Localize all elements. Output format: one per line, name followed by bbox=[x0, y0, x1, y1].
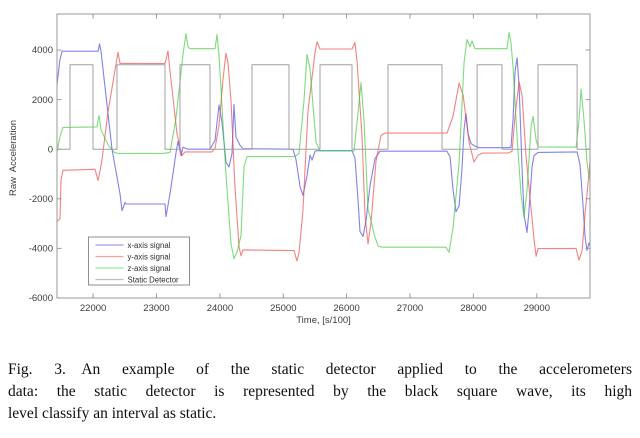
legend-label: y-axis signal bbox=[128, 252, 171, 261]
x-tick-label: 22000 bbox=[80, 303, 106, 314]
y-tick-label: -4000 bbox=[29, 244, 53, 255]
series-x-axis-signal bbox=[56, 43, 591, 251]
y-tick-label: -6000 bbox=[29, 293, 53, 304]
series-static-detector bbox=[57, 64, 590, 150]
accelerometer-chart: 22000 23000 24000 25000 26000 27000 28000 29000… bbox=[8, 13, 591, 326]
y-axis-label: Raw Acceleration bbox=[8, 120, 19, 196]
caption-line-2: data: the static detector is represented… bbox=[8, 383, 632, 400]
x-tick-label: 26000 bbox=[333, 303, 359, 314]
y-tick-label: 4000 bbox=[32, 45, 53, 56]
x-tick-label: 25000 bbox=[270, 303, 296, 314]
x-axis-label: Time, [s/100] bbox=[296, 315, 351, 326]
y-tick-label: 2000 bbox=[32, 95, 53, 106]
x-tick-label: 23000 bbox=[143, 303, 169, 314]
legend-label: x-axis signal bbox=[128, 241, 171, 250]
y-tick-label: -2000 bbox=[29, 194, 53, 205]
caption-line-1: Fig. 3. An example of the static detecto… bbox=[8, 361, 632, 378]
x-tick-label: 28000 bbox=[460, 303, 486, 314]
series-y-axis-signal bbox=[56, 41, 591, 262]
series-z-axis-signal bbox=[56, 32, 591, 260]
plot-border bbox=[56, 13, 591, 299]
caption-line-3: level classify an interval as static. bbox=[8, 405, 217, 422]
figure-caption: Fig. 3. An example of the static detecto… bbox=[8, 359, 632, 425]
x-tick-label: 24000 bbox=[207, 303, 233, 314]
y-tick-label: 0 bbox=[48, 144, 53, 155]
x-tick-label: 29000 bbox=[524, 303, 550, 314]
x-tick-label: 27000 bbox=[397, 303, 423, 314]
legend-label: Static Detector bbox=[128, 275, 180, 284]
legend-label: z-axis signal bbox=[128, 264, 171, 273]
